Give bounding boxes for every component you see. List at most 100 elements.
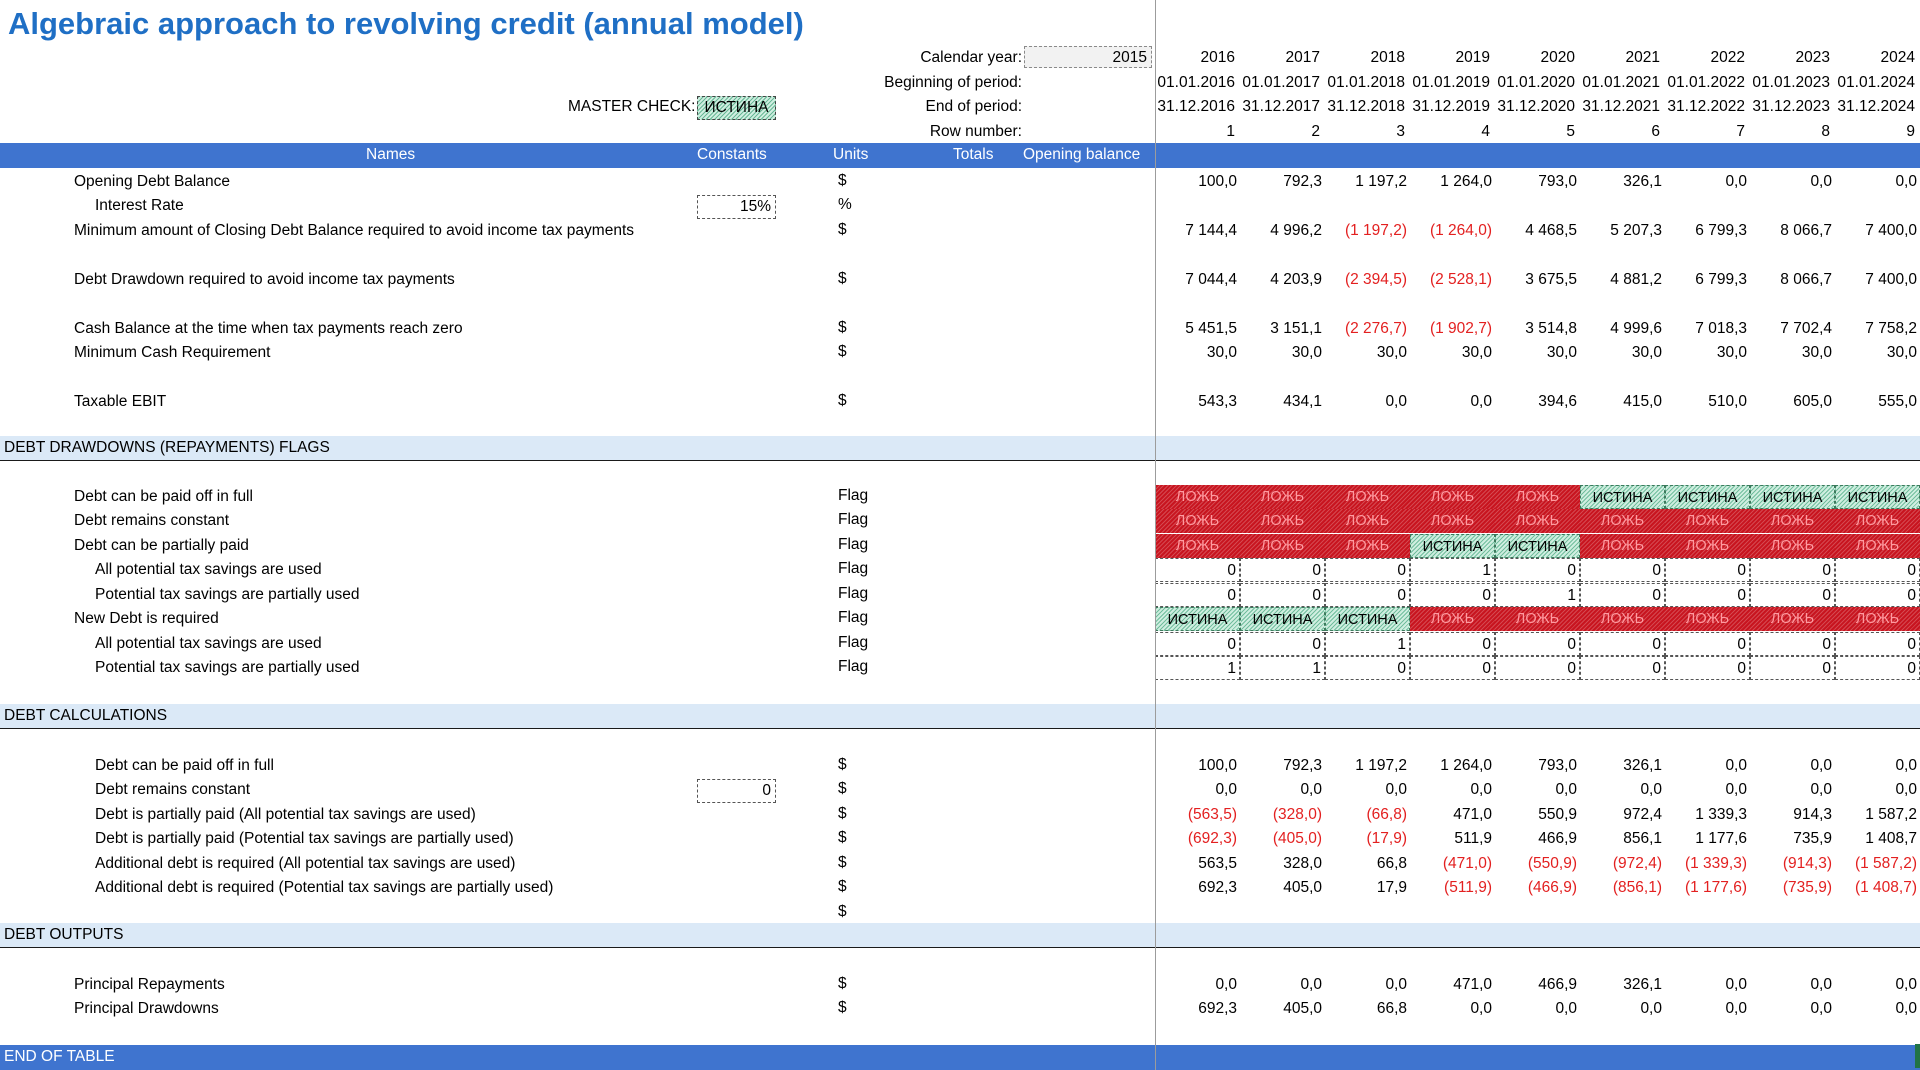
flag-cell[interactable]: ЛОЖЬ [1495, 607, 1580, 631]
flag-cell[interactable]: 1 [1155, 656, 1240, 680]
value-cell[interactable]: 326,1 [1623, 173, 1662, 190]
value-cell[interactable]: 0,0 [1810, 976, 1832, 993]
value-cell[interactable]: 0,0 [1895, 757, 1917, 774]
value-cell[interactable]: (1 264,0) [1429, 222, 1492, 239]
value-cell[interactable]: 5 451,5 [1185, 320, 1237, 337]
flag-cell[interactable]: ЛОЖЬ [1750, 534, 1835, 558]
value-cell[interactable]: 100,0 [1198, 173, 1237, 190]
value-cell[interactable]: 17,9 [1376, 879, 1407, 896]
value-cell[interactable]: 3 151,1 [1270, 320, 1322, 337]
value-cell[interactable]: 30,0 [1461, 344, 1492, 361]
value-cell[interactable]: 7 400,0 [1865, 222, 1917, 239]
value-cell[interactable]: 0,0 [1810, 781, 1832, 798]
value-cell[interactable]: 7 702,4 [1780, 320, 1832, 337]
flag-cell[interactable]: ЛОЖЬ [1750, 607, 1835, 631]
value-cell[interactable]: 6 799,3 [1695, 271, 1747, 288]
flag-cell[interactable]: ЛОЖЬ [1410, 485, 1495, 509]
value-cell[interactable]: 0,0 [1300, 976, 1322, 993]
flag-cell[interactable]: 0 [1835, 656, 1920, 680]
value-cell[interactable]: 1 177,6 [1695, 830, 1747, 847]
value-cell[interactable]: 605,0 [1793, 393, 1832, 410]
value-cell[interactable]: 7 400,0 [1865, 271, 1917, 288]
value-cell[interactable]: 1 197,2 [1355, 757, 1407, 774]
flag-cell[interactable]: 0 [1325, 656, 1410, 680]
value-cell[interactable]: 4 881,2 [1610, 271, 1662, 288]
value-cell[interactable]: 30,0 [1291, 344, 1322, 361]
value-cell[interactable]: (17,9) [1366, 830, 1408, 847]
flag-cell[interactable]: ИСТИНА [1580, 485, 1665, 509]
value-cell[interactable]: (856,1) [1612, 879, 1662, 896]
calendar-year-input[interactable]: 2015 [1024, 46, 1152, 68]
value-cell[interactable]: (2 394,5) [1344, 271, 1407, 288]
value-cell[interactable]: 0,0 [1640, 1000, 1662, 1017]
value-cell[interactable]: 1 264,0 [1440, 173, 1492, 190]
value-cell[interactable]: (1 339,3) [1684, 855, 1747, 872]
value-cell[interactable]: 0,0 [1895, 781, 1917, 798]
value-cell[interactable]: 8 066,7 [1780, 222, 1832, 239]
flag-cell[interactable]: 0 [1155, 583, 1240, 607]
flag-cell[interactable]: 0 [1495, 632, 1580, 656]
value-cell[interactable]: 0,0 [1555, 781, 1577, 798]
flag-cell[interactable]: ЛОЖЬ [1580, 607, 1665, 631]
constant-input[interactable]: 0 [697, 779, 776, 803]
flag-cell[interactable]: 0 [1240, 558, 1325, 582]
flag-cell[interactable]: 0 [1580, 656, 1665, 680]
flag-cell[interactable]: 1 [1410, 558, 1495, 582]
value-cell[interactable]: 0,0 [1470, 1000, 1492, 1017]
value-cell[interactable]: 792,3 [1283, 757, 1322, 774]
flag-cell[interactable]: 0 [1580, 583, 1665, 607]
flag-cell[interactable]: ЛОЖЬ [1665, 509, 1750, 533]
flag-cell[interactable]: 0 [1750, 583, 1835, 607]
flag-cell[interactable]: 0 [1155, 558, 1240, 582]
value-cell[interactable]: (1 587,2) [1854, 855, 1917, 872]
value-cell[interactable]: (1 177,6) [1684, 879, 1747, 896]
flag-cell[interactable]: 0 [1240, 632, 1325, 656]
value-cell[interactable]: 3 675,5 [1525, 271, 1577, 288]
value-cell[interactable]: (1 408,7) [1854, 879, 1917, 896]
value-cell[interactable]: 1 408,7 [1865, 830, 1917, 847]
flag-cell[interactable]: ЛОЖЬ [1410, 509, 1495, 533]
flag-cell[interactable]: 1 [1240, 656, 1325, 680]
value-cell[interactable]: 3 514,8 [1525, 320, 1577, 337]
flag-cell[interactable]: 0 [1410, 656, 1495, 680]
value-cell[interactable]: 0,0 [1810, 757, 1832, 774]
value-cell[interactable]: 1 264,0 [1440, 757, 1492, 774]
flag-cell[interactable]: ЛОЖЬ [1580, 534, 1665, 558]
flag-cell[interactable]: ЛОЖЬ [1325, 534, 1410, 558]
value-cell[interactable]: 792,3 [1283, 173, 1322, 190]
value-cell[interactable]: 0,0 [1385, 393, 1407, 410]
flag-cell[interactable]: 0 [1835, 558, 1920, 582]
value-cell[interactable]: 471,0 [1453, 806, 1492, 823]
value-cell[interactable]: (66,8) [1366, 806, 1408, 823]
value-cell[interactable]: 0,0 [1555, 1000, 1577, 1017]
value-cell[interactable]: 0,0 [1725, 757, 1747, 774]
value-cell[interactable]: 0,0 [1895, 976, 1917, 993]
flag-cell[interactable]: 0 [1155, 632, 1240, 656]
flag-cell[interactable]: 0 [1495, 558, 1580, 582]
flag-cell[interactable]: 0 [1835, 583, 1920, 607]
value-cell[interactable]: 692,3 [1198, 1000, 1237, 1017]
flag-cell[interactable]: ЛОЖЬ [1835, 607, 1920, 631]
value-cell[interactable]: (692,3) [1187, 830, 1237, 847]
flag-cell[interactable]: 0 [1410, 632, 1495, 656]
flag-cell[interactable]: 0 [1665, 558, 1750, 582]
flag-cell[interactable]: ЛОЖЬ [1240, 534, 1325, 558]
value-cell[interactable]: 735,9 [1793, 830, 1832, 847]
value-cell[interactable]: 8 066,7 [1780, 271, 1832, 288]
value-cell[interactable]: (1 197,2) [1344, 222, 1407, 239]
value-cell[interactable]: 434,1 [1283, 393, 1322, 410]
flag-cell[interactable]: ЛОЖЬ [1325, 485, 1410, 509]
value-cell[interactable]: 555,0 [1878, 393, 1917, 410]
flag-cell[interactable]: ЛОЖЬ [1155, 509, 1240, 533]
value-cell[interactable]: 6 799,3 [1695, 222, 1747, 239]
value-cell[interactable]: (471,0) [1442, 855, 1492, 872]
value-cell[interactable]: 0,0 [1470, 781, 1492, 798]
value-cell[interactable]: 4 996,2 [1270, 222, 1322, 239]
flag-cell[interactable]: ИСТИНА [1665, 485, 1750, 509]
value-cell[interactable]: 30,0 [1886, 344, 1917, 361]
value-cell[interactable]: 0,0 [1385, 976, 1407, 993]
flag-cell[interactable]: ЛОЖЬ [1495, 509, 1580, 533]
value-cell[interactable]: 563,5 [1198, 855, 1237, 872]
flag-cell[interactable]: ЛОЖЬ [1665, 607, 1750, 631]
value-cell[interactable]: 914,3 [1793, 806, 1832, 823]
